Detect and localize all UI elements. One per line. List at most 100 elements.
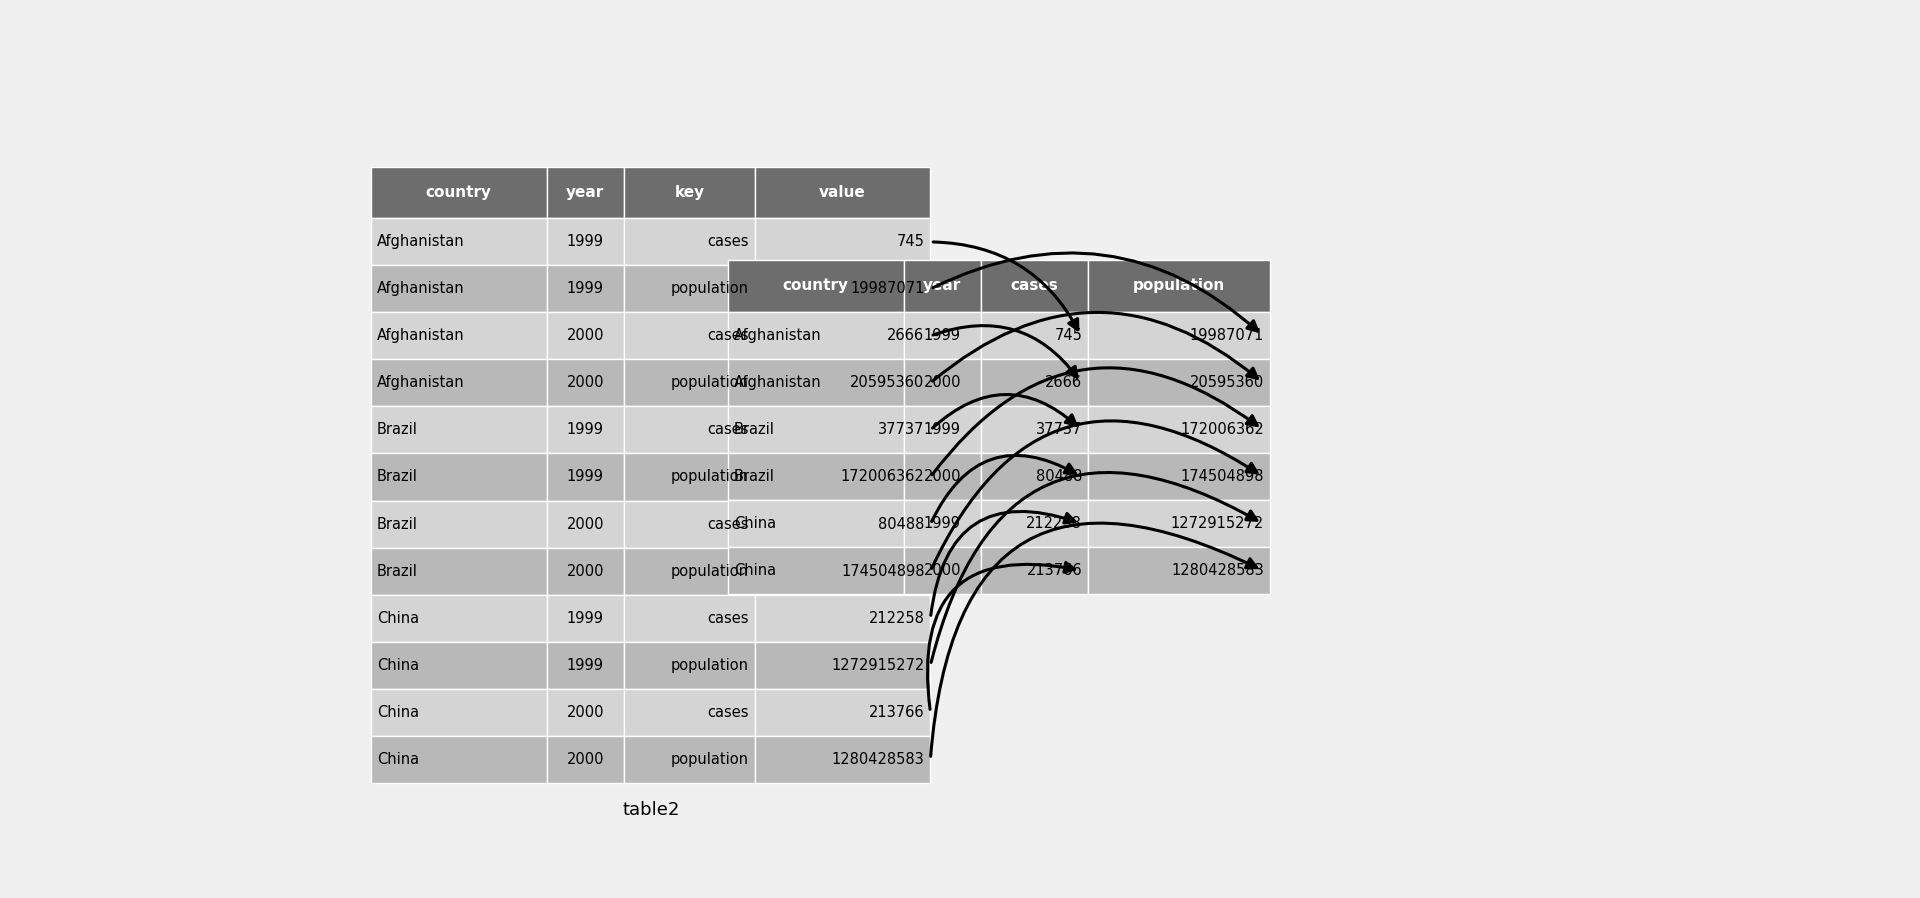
Text: Afghanistan: Afghanistan — [376, 281, 465, 296]
FancyBboxPatch shape — [728, 260, 904, 312]
FancyBboxPatch shape — [755, 359, 931, 407]
Text: year: year — [924, 278, 962, 294]
FancyBboxPatch shape — [904, 359, 981, 406]
Text: 2000: 2000 — [566, 375, 605, 391]
Text: 1999: 1999 — [566, 281, 603, 296]
FancyBboxPatch shape — [755, 166, 931, 218]
Text: 20595360: 20595360 — [851, 375, 924, 391]
FancyBboxPatch shape — [547, 548, 624, 594]
FancyBboxPatch shape — [728, 312, 904, 359]
FancyBboxPatch shape — [755, 266, 931, 313]
FancyBboxPatch shape — [755, 641, 931, 689]
FancyBboxPatch shape — [624, 641, 755, 689]
Text: cases: cases — [707, 329, 749, 343]
FancyBboxPatch shape — [371, 407, 547, 453]
Text: 2000: 2000 — [566, 516, 605, 532]
FancyBboxPatch shape — [371, 266, 547, 313]
Text: cases: cases — [1010, 278, 1058, 294]
Text: 213766: 213766 — [1027, 563, 1083, 577]
FancyBboxPatch shape — [547, 266, 624, 313]
FancyBboxPatch shape — [981, 260, 1089, 312]
FancyBboxPatch shape — [547, 453, 624, 500]
Text: Brazil: Brazil — [733, 469, 776, 484]
FancyBboxPatch shape — [728, 359, 904, 406]
Text: population: population — [670, 375, 749, 391]
Text: cases: cases — [707, 516, 749, 532]
Text: Brazil: Brazil — [733, 422, 776, 436]
Text: population: population — [670, 752, 749, 767]
Text: China: China — [733, 515, 776, 531]
FancyBboxPatch shape — [1089, 453, 1269, 500]
FancyBboxPatch shape — [371, 218, 547, 266]
Text: Afghanistan: Afghanistan — [733, 374, 822, 390]
Text: China: China — [733, 563, 776, 577]
Text: 2000: 2000 — [924, 563, 962, 577]
Text: 172006362: 172006362 — [841, 470, 924, 485]
FancyBboxPatch shape — [547, 689, 624, 735]
Text: Brazil: Brazil — [376, 422, 419, 437]
FancyBboxPatch shape — [981, 500, 1089, 547]
Text: 1999: 1999 — [924, 515, 960, 531]
Text: 19987071: 19987071 — [1188, 328, 1263, 343]
Text: 1999: 1999 — [924, 328, 960, 343]
Text: key: key — [674, 185, 705, 200]
FancyBboxPatch shape — [728, 453, 904, 500]
Text: year: year — [566, 185, 605, 200]
Text: 212258: 212258 — [868, 611, 924, 626]
FancyBboxPatch shape — [624, 548, 755, 594]
Text: China: China — [376, 611, 419, 626]
FancyBboxPatch shape — [547, 407, 624, 453]
FancyBboxPatch shape — [1089, 359, 1269, 406]
Text: population: population — [670, 657, 749, 673]
Text: 80488: 80488 — [877, 516, 924, 532]
Text: Brazil: Brazil — [376, 516, 419, 532]
FancyBboxPatch shape — [755, 453, 931, 500]
Text: 2000: 2000 — [924, 469, 962, 484]
FancyBboxPatch shape — [547, 641, 624, 689]
Text: value: value — [820, 185, 866, 200]
Text: 2666: 2666 — [887, 329, 924, 343]
Text: Afghanistan: Afghanistan — [376, 234, 465, 250]
FancyBboxPatch shape — [755, 407, 931, 453]
FancyBboxPatch shape — [904, 453, 981, 500]
FancyBboxPatch shape — [547, 735, 624, 783]
FancyBboxPatch shape — [1089, 312, 1269, 359]
Text: 37737: 37737 — [1035, 422, 1083, 436]
FancyBboxPatch shape — [547, 500, 624, 548]
Text: 1999: 1999 — [566, 657, 603, 673]
FancyBboxPatch shape — [755, 735, 931, 783]
Text: Afghanistan: Afghanistan — [376, 375, 465, 391]
Text: population: population — [670, 281, 749, 296]
FancyBboxPatch shape — [371, 453, 547, 500]
FancyBboxPatch shape — [371, 735, 547, 783]
FancyBboxPatch shape — [728, 547, 904, 594]
Text: 1999: 1999 — [566, 470, 603, 485]
FancyBboxPatch shape — [624, 313, 755, 359]
FancyBboxPatch shape — [371, 641, 547, 689]
FancyBboxPatch shape — [904, 547, 981, 594]
FancyBboxPatch shape — [755, 594, 931, 641]
FancyBboxPatch shape — [547, 594, 624, 641]
FancyBboxPatch shape — [755, 548, 931, 594]
FancyBboxPatch shape — [1089, 406, 1269, 453]
Text: 1280428583: 1280428583 — [831, 752, 924, 767]
Text: population: population — [1133, 278, 1225, 294]
FancyBboxPatch shape — [904, 312, 981, 359]
FancyBboxPatch shape — [755, 500, 931, 548]
Text: China: China — [376, 705, 419, 719]
FancyBboxPatch shape — [624, 453, 755, 500]
FancyBboxPatch shape — [624, 218, 755, 266]
FancyBboxPatch shape — [371, 548, 547, 594]
Text: 745: 745 — [1054, 328, 1083, 343]
Text: 212258: 212258 — [1027, 515, 1083, 531]
Text: 174504898: 174504898 — [1181, 469, 1263, 484]
Text: 213766: 213766 — [870, 705, 924, 719]
Text: cases: cases — [707, 611, 749, 626]
Text: cases: cases — [707, 234, 749, 250]
FancyBboxPatch shape — [547, 166, 624, 218]
Text: country: country — [426, 185, 492, 200]
Text: 174504898: 174504898 — [841, 564, 924, 578]
Text: Afghanistan: Afghanistan — [733, 328, 822, 343]
FancyBboxPatch shape — [371, 500, 547, 548]
FancyBboxPatch shape — [755, 313, 931, 359]
